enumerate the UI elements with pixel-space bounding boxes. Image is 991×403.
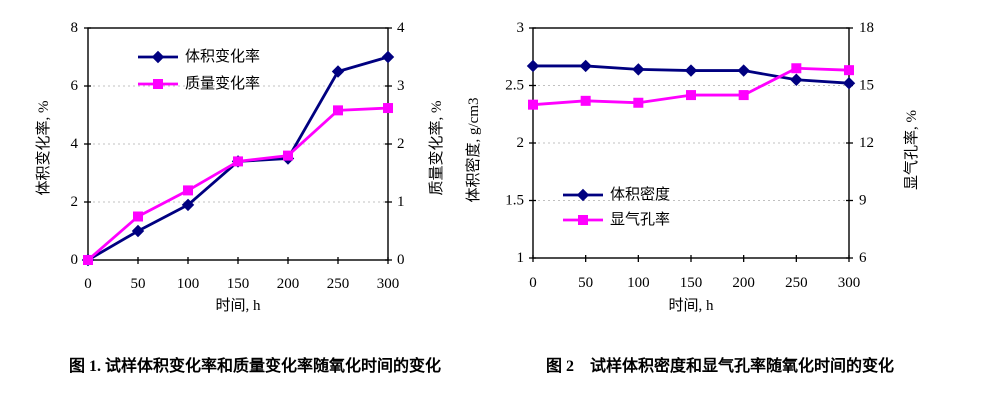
legend-label: 质量变化率 — [185, 75, 260, 92]
left-tick-label: 3 — [517, 20, 525, 36]
right-tick-label: 4 — [397, 20, 405, 36]
left-tick-label: 6 — [71, 78, 79, 94]
left-axis: 1 1.5 2 2.5 3 体积密度, g/cm3 — [465, 20, 536, 266]
diamond-marker — [181, 198, 195, 212]
right-axis: 6 9 12 15 18 显气孔率, % — [846, 20, 920, 266]
square-marker — [578, 215, 588, 225]
figure-2-caption: 图 2 试样体积密度和显气孔率随氧化时间的变化 — [545, 358, 894, 375]
series-2 — [528, 63, 854, 110]
left-tick-label: 8 — [71, 20, 79, 36]
series-line — [86, 106, 390, 262]
x-tick-label: 200 — [732, 275, 755, 291]
left-tick-label: 1.5 — [505, 193, 524, 209]
x-tick-label: 300 — [377, 276, 400, 292]
square-marker — [83, 255, 93, 265]
x-axis-title: 时间, h — [668, 297, 714, 314]
x-tick-label: 200 — [277, 276, 300, 292]
left-tick-label: 1 — [517, 250, 525, 266]
x-tick-label: 50 — [131, 276, 146, 292]
left-axis-title: 体积变化率, % — [35, 101, 52, 196]
x-tick-label: 300 — [838, 275, 861, 291]
x-tick-label: 100 — [177, 276, 200, 292]
square-marker — [133, 211, 143, 222]
square-marker — [738, 90, 749, 101]
right-axis-title: 质量变化率, % — [428, 101, 445, 196]
right-axis: 0 1 2 3 4 质量变化率, % — [385, 20, 445, 268]
left-tick-label: 2 — [71, 194, 79, 210]
diamond-marker — [632, 63, 645, 76]
square-marker — [633, 97, 644, 108]
right-tick-label: 9 — [859, 193, 867, 209]
x-tick-label: 150 — [680, 275, 703, 291]
right-tick-label: 6 — [859, 250, 867, 266]
x-tick-label: 50 — [578, 275, 593, 291]
diamond-marker — [737, 64, 750, 77]
series-1 — [526, 59, 856, 90]
left-axis: 0 2 4 6 8 体积变化率, % — [35, 20, 91, 268]
diamond-marker — [331, 65, 345, 78]
diamond-marker — [842, 76, 856, 90]
diamond-marker — [579, 59, 592, 73]
x-axis-title: 时间, h — [215, 297, 261, 314]
square-marker — [383, 103, 393, 114]
diamond-marker — [526, 59, 540, 73]
chart-bulk-density-porosity: 0 50 100 150 200 250 300 时间, h 1 1.5 2 2.5 3 体积密度, g/… — [465, 20, 920, 314]
gridlines — [533, 85, 849, 201]
square-marker — [183, 185, 193, 196]
left-tick-label: 2.5 — [505, 78, 524, 94]
x-axis: 0 50 100 150 200 250 300 时间, h — [529, 255, 860, 314]
square-marker — [333, 105, 343, 116]
right-tick-label: 0 — [397, 252, 405, 268]
gridlines — [88, 85, 388, 203]
x-tick-label: 0 — [84, 276, 92, 292]
series-2 — [83, 103, 393, 265]
diamond-marker — [576, 188, 590, 202]
right-tick-label: 3 — [397, 78, 405, 94]
square-marker — [283, 150, 293, 161]
legend-label: 体积变化率 — [185, 48, 260, 65]
x-tick-label: 150 — [227, 276, 250, 292]
square-marker — [791, 63, 802, 74]
diamond-marker — [151, 50, 165, 64]
diamond-marker — [381, 50, 395, 64]
right-axis-title: 显气孔率, % — [903, 110, 920, 190]
left-tick-label: 0 — [71, 252, 79, 268]
x-tick-label: 100 — [627, 275, 650, 291]
right-tick-label: 1 — [397, 194, 405, 210]
chart-volume-mass-change-rate: 0 50 100 150 200 250 300 时间, h 0 2 4 6 8 体积变化率, % 0 1 2 3… — [35, 20, 445, 314]
x-axis: 0 50 100 150 200 250 300 时间, h — [84, 257, 399, 314]
x-tick-label: 250 — [785, 275, 808, 291]
left-tick-label: 2 — [517, 135, 525, 151]
x-tick-label: 0 — [529, 275, 537, 291]
figure-1-caption: 图 1. 试样体积变化率和质量变化率随氧化时间的变化 — [68, 358, 441, 375]
diamond-marker — [684, 64, 698, 77]
square-marker — [153, 79, 163, 89]
square-marker — [844, 65, 854, 76]
legend-label: 显气孔率 — [610, 211, 670, 228]
legend-label: 体积密度 — [610, 186, 670, 203]
left-tick-label: 4 — [71, 136, 79, 152]
square-marker — [686, 90, 696, 101]
x-tick-label: 250 — [327, 276, 350, 292]
right-tick-label: 12 — [859, 135, 874, 151]
left-axis-title: 体积密度, g/cm3 — [465, 98, 482, 203]
diamond-marker — [790, 73, 803, 86]
right-tick-label: 18 — [859, 20, 874, 36]
square-marker — [528, 99, 538, 110]
square-marker — [580, 95, 591, 106]
diamond-marker — [131, 224, 145, 238]
right-tick-label: 2 — [397, 136, 405, 152]
right-tick-label: 15 — [859, 78, 874, 94]
square-marker — [233, 156, 243, 167]
